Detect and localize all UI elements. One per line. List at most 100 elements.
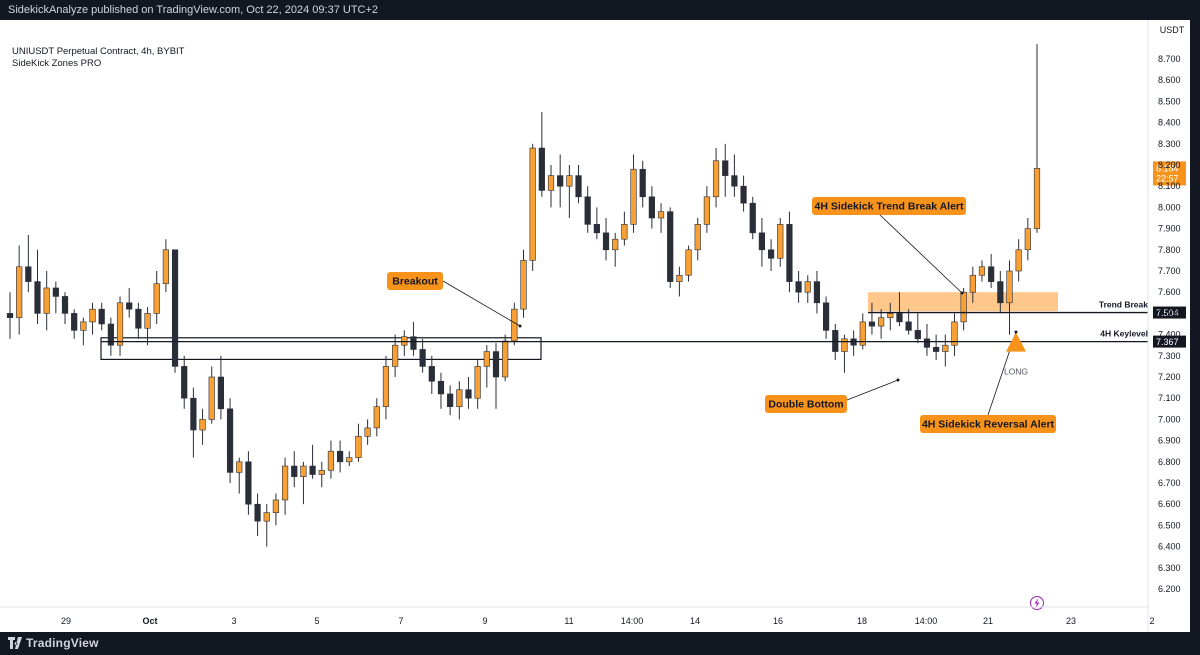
candle xyxy=(813,271,821,314)
candle xyxy=(722,143,729,197)
candle-body xyxy=(657,211,665,219)
candle xyxy=(309,444,316,479)
candle-body xyxy=(639,168,646,198)
candlestick-chart[interactable]: Trend Break 4H Keylevel 7.504 7.367 8.18422:… xyxy=(0,20,1190,632)
candle-body xyxy=(1006,270,1013,304)
candle-body xyxy=(226,408,234,473)
candle-body xyxy=(529,147,536,261)
candle xyxy=(199,408,206,445)
candle-body xyxy=(557,175,564,187)
candle-body xyxy=(43,287,50,314)
current-price-value: 8.184 xyxy=(1156,163,1179,173)
candle xyxy=(190,387,197,458)
candle-body xyxy=(1033,168,1041,229)
candle-body xyxy=(483,351,490,367)
candle xyxy=(171,249,179,373)
candle xyxy=(25,234,32,293)
candle xyxy=(639,160,646,208)
candle-body xyxy=(667,211,674,282)
candle-body xyxy=(337,450,344,463)
candle-body xyxy=(52,287,59,297)
candle xyxy=(254,493,261,536)
candle-body xyxy=(547,175,555,191)
double-bottom-arrow xyxy=(846,379,899,401)
candle xyxy=(245,451,252,515)
candle xyxy=(969,266,976,303)
candle-body xyxy=(997,281,1004,304)
candle xyxy=(483,345,490,388)
x-tick-label: 16 xyxy=(773,616,783,626)
candle-body xyxy=(236,461,243,473)
candle xyxy=(758,218,766,267)
candle-body xyxy=(822,302,830,331)
candle xyxy=(712,148,720,208)
candle xyxy=(685,245,692,282)
trend-break-alert-arrow xyxy=(879,214,963,294)
candle xyxy=(291,451,298,488)
candle-body xyxy=(327,450,335,471)
y-tick-label: 7.300 xyxy=(1158,351,1181,361)
candle xyxy=(887,302,894,331)
long-label: LONG xyxy=(1004,367,1028,377)
candle xyxy=(34,249,41,324)
chart-legend: UNIUSDT Perpetual Contract, 4h, BYBIT Si… xyxy=(12,46,184,70)
candle xyxy=(281,457,289,515)
candle xyxy=(1024,218,1031,261)
candle-body xyxy=(373,406,380,429)
candle xyxy=(703,186,710,233)
breakout-arrow-head xyxy=(518,324,522,328)
y-tick-label: 6.200 xyxy=(1158,584,1181,594)
candle-body xyxy=(676,274,683,282)
candle xyxy=(327,440,335,479)
candle-body xyxy=(777,224,784,259)
candle xyxy=(547,165,555,208)
candle-body xyxy=(905,321,912,331)
candle-body xyxy=(923,338,931,348)
candle xyxy=(978,260,986,282)
candle-body xyxy=(878,317,885,327)
candle xyxy=(538,112,545,197)
candle xyxy=(1015,239,1022,282)
y-tick-label: 8.500 xyxy=(1158,96,1181,106)
candle-body xyxy=(34,281,41,314)
candle xyxy=(419,338,426,373)
candle xyxy=(593,207,600,240)
candle-body xyxy=(648,196,655,219)
candle-body xyxy=(153,283,160,314)
trend-break-price-tag: 7.504 xyxy=(1156,308,1179,318)
candle xyxy=(382,355,390,420)
candle xyxy=(217,355,225,420)
candle-body xyxy=(566,175,573,187)
candle-body xyxy=(538,147,545,191)
chart-panel[interactable]: Trend Break 4H Keylevel 7.504 7.367 8.184 22:… xyxy=(0,20,1190,632)
candle-body xyxy=(355,436,362,458)
candle xyxy=(428,355,435,394)
candle-body xyxy=(162,249,169,285)
candle xyxy=(868,302,876,335)
candle xyxy=(355,423,362,462)
candle-body xyxy=(1015,249,1022,272)
reversal-alert-callout: 4H Sidekick Reversal Alert xyxy=(922,419,1055,431)
candle xyxy=(263,504,270,547)
candle xyxy=(529,143,536,271)
double-bottom-callout: Double Bottom xyxy=(768,399,843,411)
candle xyxy=(850,330,857,356)
footer-bar: TradingView xyxy=(0,632,1200,655)
candle xyxy=(300,461,307,505)
candle-body xyxy=(6,313,14,318)
candle-body xyxy=(309,465,316,475)
candle-body xyxy=(474,366,481,399)
candle xyxy=(16,245,23,335)
candle xyxy=(1033,44,1041,233)
candle xyxy=(657,203,665,233)
candle xyxy=(777,218,784,267)
candle-body xyxy=(868,321,876,327)
candle-body xyxy=(492,351,500,378)
candle-body xyxy=(804,281,811,293)
current-price-countdown: 22:57 xyxy=(1156,173,1179,183)
candle-body xyxy=(969,274,976,293)
candle-body xyxy=(190,397,197,431)
candle-body xyxy=(740,185,747,204)
candle xyxy=(410,321,417,356)
candle-body xyxy=(703,196,710,225)
